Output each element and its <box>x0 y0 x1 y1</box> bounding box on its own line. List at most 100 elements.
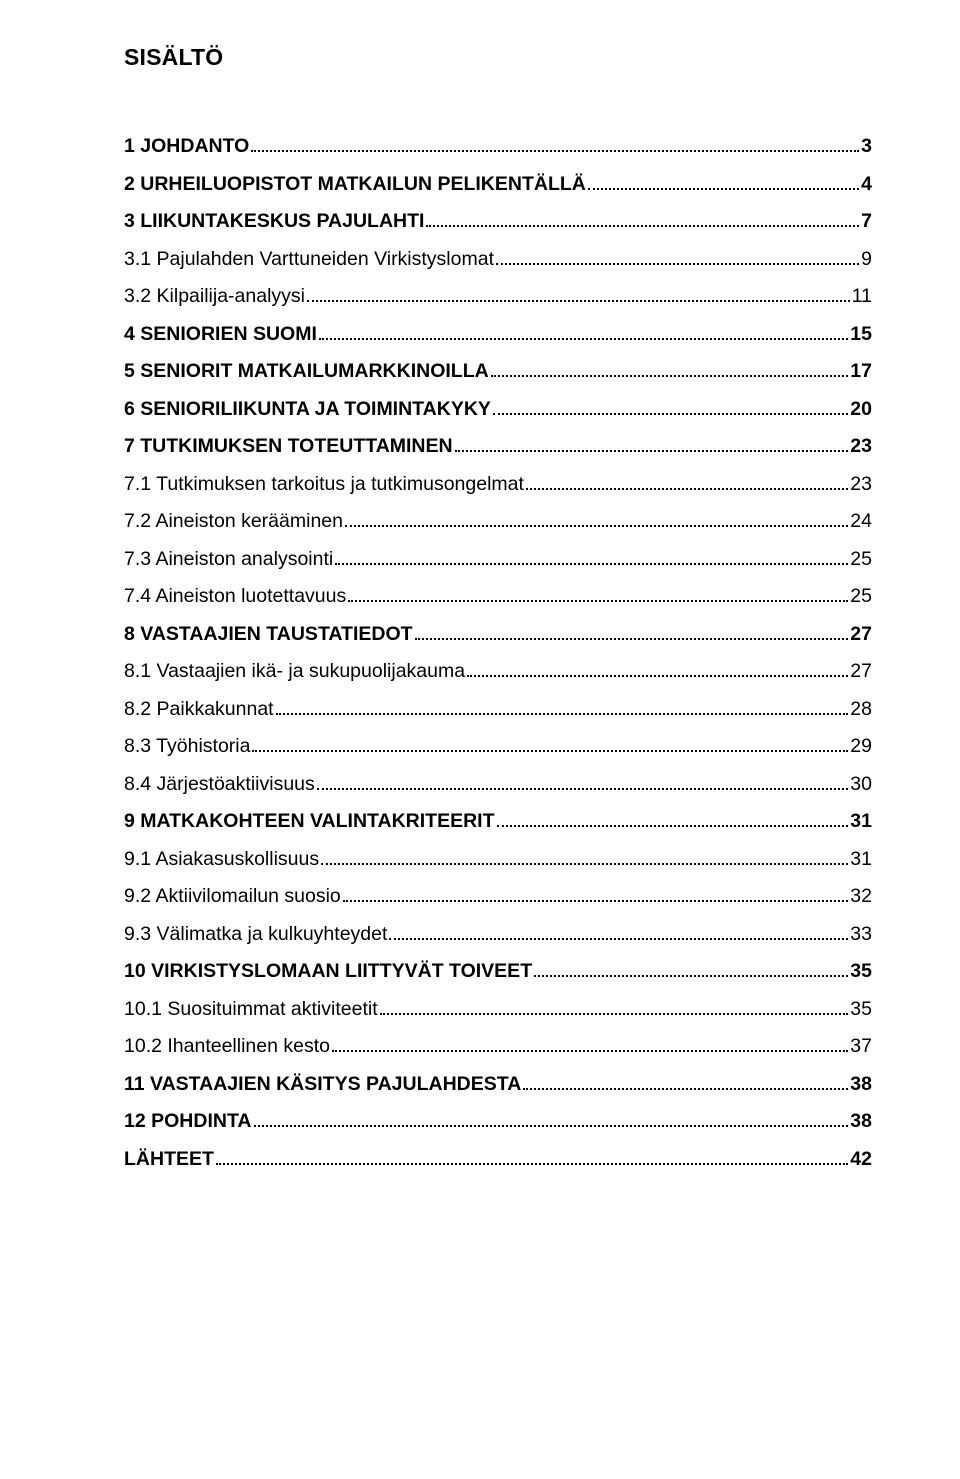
toc-label: 8 VASTAAJIEN TAUSTATIEDOT <box>124 625 413 645</box>
toc-entry: LÄHTEET 42 <box>124 1150 872 1170</box>
toc-label: 7.1 Tutkimuksen tarkoitus ja tutkimusong… <box>124 475 524 495</box>
toc-entry: 8 VASTAAJIEN TAUSTATIEDOT 27 <box>124 625 872 645</box>
toc-entry: 7.3 Aineiston analysointi 25 <box>124 550 872 570</box>
toc-leader-dots <box>523 1088 848 1090</box>
toc-entry: 7 TUTKIMUKSEN TOTEUTTAMINEN 23 <box>124 437 872 457</box>
toc-page-number: 35 <box>850 962 872 982</box>
toc-leader-dots <box>493 413 848 415</box>
toc-entry: 11 VASTAAJIEN KÄSITYS PAJULAHDESTA 38 <box>124 1075 872 1095</box>
toc-page-number: 37 <box>850 1037 872 1057</box>
toc-entry: 3 LIIKUNTAKESKUS PAJULAHTI 7 <box>124 212 872 232</box>
toc-leader-dots <box>348 600 848 602</box>
toc-leader-dots <box>467 675 848 677</box>
toc-label: 3 LIIKUNTAKESKUS PAJULAHTI <box>124 212 424 232</box>
toc-page-number: 33 <box>850 925 872 945</box>
toc-label: 9 MATKAKOHTEEN VALINTAKRITEERIT <box>124 812 495 832</box>
toc-page-number: 20 <box>850 400 872 420</box>
toc-leader-dots <box>455 450 849 452</box>
toc-label: 8.4 Järjestöaktiivisuus <box>124 775 315 795</box>
toc-entry: 3.1 Pajulahden Varttuneiden Virkistyslom… <box>124 250 872 270</box>
toc-leader-dots <box>534 975 848 977</box>
toc-entry: 9.1 Asiakasuskollisuus 31 <box>124 850 872 870</box>
document-page: SISÄLTÖ 1 JOHDANTO3 2 URHEILUOPISTOT MATK… <box>0 0 960 1247</box>
toc-label: 3.2 Kilpailija-analyysi <box>124 287 305 307</box>
toc-page-number: 29 <box>850 737 872 757</box>
toc-label: 7 TUTKIMUKSEN TOTEUTTAMINEN <box>124 437 453 457</box>
toc-label: 11 VASTAAJIEN KÄSITYS PAJULAHDESTA <box>124 1075 521 1095</box>
toc-entry: 10 VIRKISTYSLOMAAN LIITTYVÄT TOIVEET 35 <box>124 962 872 982</box>
toc-leader-dots <box>254 1125 849 1127</box>
toc-entry: 7.2 Aineiston kerääminen 24 <box>124 512 872 532</box>
toc-label: 2 URHEILUOPISTOT MATKAILUN PELIKENTÄLLÄ <box>124 175 586 195</box>
toc-label: 8.2 Paikkakunnat <box>124 700 274 720</box>
toc-leader-dots <box>319 338 848 340</box>
toc-page-number: 11 <box>852 287 872 307</box>
toc-leader-dots <box>588 188 859 190</box>
toc-leader-dots <box>252 750 848 752</box>
toc-leader-dots <box>317 788 849 790</box>
toc-page-number: 31 <box>850 850 872 870</box>
toc-page-number: 3 <box>861 137 872 157</box>
toc-label: 9.1 Asiakasuskollisuus <box>124 850 319 870</box>
toc-label: 10.2 Ihanteellinen kesto <box>124 1037 330 1057</box>
toc-page-number: 38 <box>850 1075 872 1095</box>
toc-page-number: 9 <box>861 250 872 270</box>
toc-entry: 1 JOHDANTO3 <box>124 137 872 157</box>
toc-page-number: 30 <box>850 775 872 795</box>
toc-label: 7.3 Aineiston analysointi <box>124 550 333 570</box>
toc-page-number: 24 <box>850 512 872 532</box>
toc-label: 5 SENIORIT MATKAILUMARKKINOILLA <box>124 362 489 382</box>
toc-label: 9.3 Välimatka ja kulkuyhteydet <box>124 925 387 945</box>
toc-leader-dots <box>345 525 848 527</box>
toc-page-number: 25 <box>850 587 872 607</box>
toc-page-number: 28 <box>850 700 872 720</box>
toc-leader-dots <box>321 863 848 865</box>
toc-label: 3.1 Pajulahden Varttuneiden Virkistyslom… <box>124 250 494 270</box>
toc-leader-dots <box>343 900 849 902</box>
toc-leader-dots <box>496 263 859 265</box>
toc-page-number: 35 <box>850 1000 872 1020</box>
toc-label: 4 SENIORIEN SUOMI <box>124 325 317 345</box>
toc-label: 7.2 Aineiston kerääminen <box>124 512 343 532</box>
table-of-contents: 1 JOHDANTO3 2 URHEILUOPISTOT MATKAILUN PE… <box>124 137 872 1169</box>
toc-leader-dots <box>526 488 848 490</box>
toc-entry: 8.3 Työhistoria 29 <box>124 737 872 757</box>
toc-page-number: 4 <box>861 175 872 195</box>
toc-label: 10 VIRKISTYSLOMAAN LIITTYVÄT TOIVEET <box>124 962 532 982</box>
toc-page-number: 27 <box>850 662 872 682</box>
toc-page-number: 15 <box>850 325 872 345</box>
toc-entry: 5 SENIORIT MATKAILUMARKKINOILLA 17 <box>124 362 872 382</box>
toc-label: 8.3 Työhistoria <box>124 737 250 757</box>
toc-page-number: 42 <box>850 1150 872 1170</box>
toc-entry: 6 SENIORILIIKUNTA JA TOIMINTAKYKY20 <box>124 400 872 420</box>
toc-label: 9.2 Aktiivilomailun suosio <box>124 887 341 907</box>
toc-leader-dots <box>497 825 849 827</box>
toc-entry: 12 POHDINTA38 <box>124 1112 872 1132</box>
toc-label: 10.1 Suosituimmat aktiviteetit <box>124 1000 378 1020</box>
page-title: SISÄLTÖ <box>124 44 872 71</box>
toc-entry: 3.2 Kilpailija-analyysi 11 <box>124 287 872 307</box>
toc-label: LÄHTEET <box>124 1150 214 1170</box>
toc-entry: 9.2 Aktiivilomailun suosio32 <box>124 887 872 907</box>
toc-leader-dots <box>335 563 848 565</box>
toc-entry: 8.1 Vastaajien ikä- ja sukupuolijakauma 2… <box>124 662 872 682</box>
toc-page-number: 31 <box>850 812 872 832</box>
toc-page-number: 17 <box>850 362 872 382</box>
toc-leader-dots <box>216 1163 848 1165</box>
toc-page-number: 23 <box>850 475 872 495</box>
toc-page-number: 23 <box>850 437 872 457</box>
toc-page-number: 38 <box>850 1112 872 1132</box>
toc-leader-dots <box>415 638 849 640</box>
toc-page-number: 25 <box>850 550 872 570</box>
toc-label: 8.1 Vastaajien ikä- ja sukupuolijakauma <box>124 662 465 682</box>
toc-entry: 4 SENIORIEN SUOMI 15 <box>124 325 872 345</box>
toc-leader-dots <box>307 300 850 302</box>
toc-entry: 2 URHEILUOPISTOT MATKAILUN PELIKENTÄLLÄ 4 <box>124 175 872 195</box>
toc-entry: 7.4 Aineiston luotettavuus 25 <box>124 587 872 607</box>
toc-leader-dots <box>491 375 849 377</box>
toc-leader-dots <box>332 1050 848 1052</box>
toc-label: 7.4 Aineiston luotettavuus <box>124 587 346 607</box>
toc-leader-dots <box>426 225 859 227</box>
toc-page-number: 7 <box>861 212 872 232</box>
toc-page-number: 27 <box>850 625 872 645</box>
